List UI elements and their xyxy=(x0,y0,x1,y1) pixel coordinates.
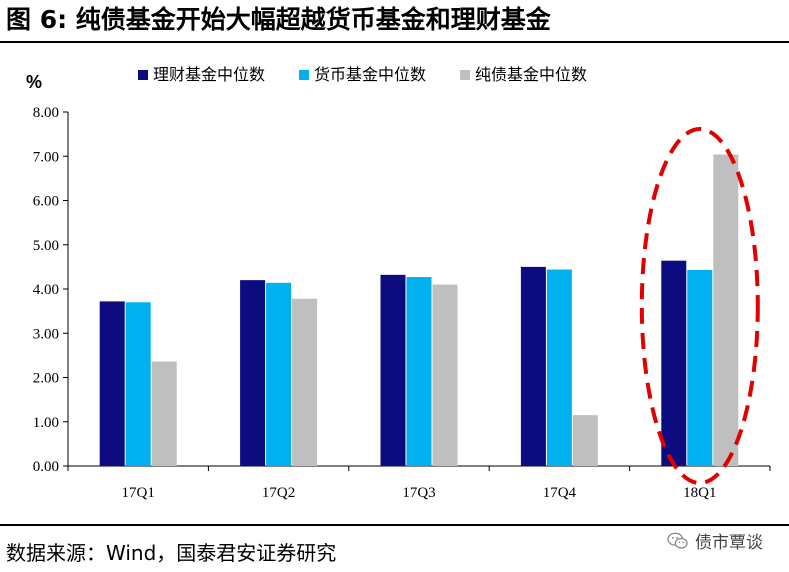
legend-swatch xyxy=(299,70,309,80)
x-tick-label: 18Q1 xyxy=(683,485,716,501)
y-axis: 0.00 1.00 2.00 3.00 4.00 5.00 6.00 7.00 8.00 xyxy=(33,105,69,475)
title-divider xyxy=(0,41,789,43)
x-tick-label: 17Q3 xyxy=(402,485,435,501)
x-tick-label: 17Q1 xyxy=(122,485,155,501)
bar xyxy=(661,260,687,466)
highlight-group xyxy=(639,127,760,485)
y-tick-label: 3.00 xyxy=(33,326,59,342)
y-tick-label: 7.00 xyxy=(33,149,59,165)
bar xyxy=(380,274,406,466)
source-note: 数据来源：Wind，国泰君安证券研究 xyxy=(6,541,337,565)
y-tick-label: 1.00 xyxy=(33,415,59,431)
watermark-text: 债市覃谈 xyxy=(695,533,763,553)
bar xyxy=(687,269,713,466)
bar xyxy=(572,415,598,466)
bar xyxy=(240,280,266,466)
legend-label: 纯债基金中位数 xyxy=(475,65,587,84)
y-tick-label: 2.00 xyxy=(33,371,59,387)
source-divider xyxy=(0,524,789,526)
y-unit-label: % xyxy=(26,72,42,92)
legend-label: 货币基金中位数 xyxy=(314,65,426,84)
bar xyxy=(406,277,432,466)
bar xyxy=(292,298,318,466)
bars-group xyxy=(99,154,739,466)
legend-swatch xyxy=(138,70,148,80)
bar xyxy=(99,301,125,466)
y-tick-label: 5.00 xyxy=(33,238,59,254)
x-tick-label: 17Q2 xyxy=(262,485,295,501)
chart-legend: 理财基金中位数 货币基金中位数 纯债基金中位数 xyxy=(138,65,587,84)
bar xyxy=(125,302,151,466)
y-tick-label: 0.00 xyxy=(33,459,59,475)
bar xyxy=(151,361,177,466)
x-tick-label: 17Q4 xyxy=(543,485,577,501)
watermark: 债市覃谈 xyxy=(667,528,763,553)
bar xyxy=(546,269,572,466)
highlight-ellipse xyxy=(639,127,760,485)
y-tick-label: 4.00 xyxy=(33,282,59,298)
bar xyxy=(266,282,292,466)
legend-label: 理财基金中位数 xyxy=(153,65,265,84)
bar xyxy=(432,284,458,466)
bar-chart: 理财基金中位数 货币基金中位数 纯债基金中位数 0.00 1.00 2.00 3.00 4.… xyxy=(26,65,771,501)
wechat-icon xyxy=(667,532,688,549)
figure-title: 图 6: 纯债基金开始大幅超越货币基金和理财基金 xyxy=(6,5,551,34)
legend-swatch xyxy=(460,70,470,80)
x-axis: 17Q1 17Q2 17Q3 17Q4 18Q1 xyxy=(67,465,771,501)
y-tick-label: 6.00 xyxy=(33,194,59,210)
bar xyxy=(520,266,546,466)
y-tick-label: 8.00 xyxy=(33,105,59,121)
bar xyxy=(713,154,739,466)
